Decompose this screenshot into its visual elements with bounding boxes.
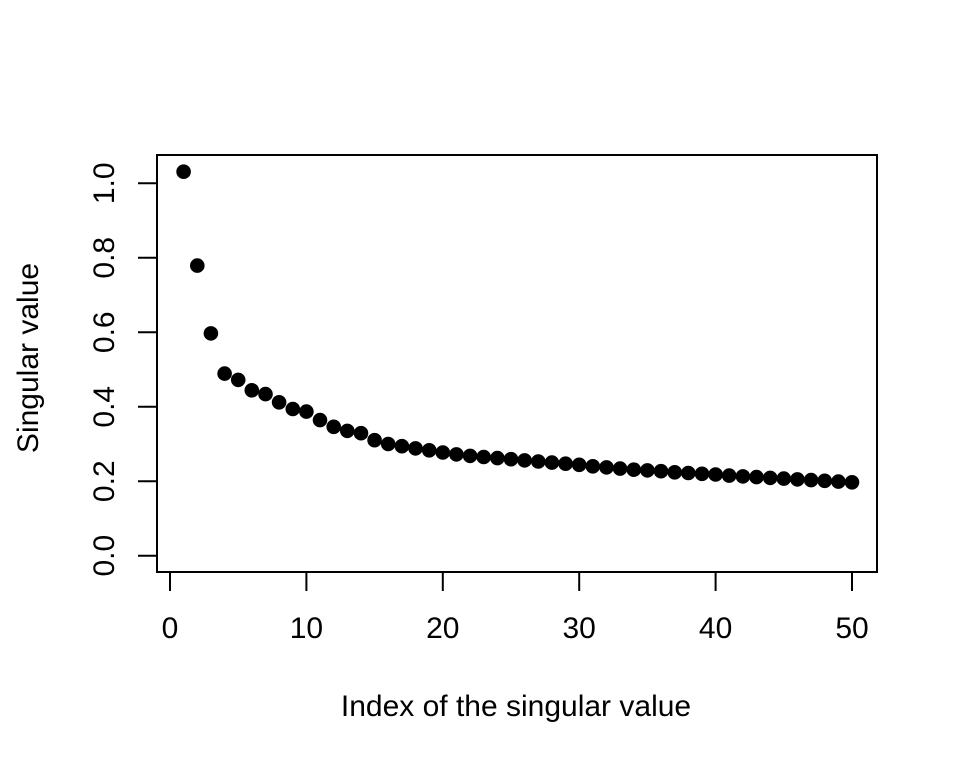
data-point [762,470,778,486]
y-tick-label: 0.0 [88,535,121,577]
data-point [490,450,505,466]
data-point [776,471,792,486]
plot-border [156,154,878,573]
data-point [230,372,246,388]
data-point [571,457,587,473]
data-point [803,472,819,488]
data-point [544,455,560,470]
y-axis-title: Singular value [12,263,45,453]
y-tick-label: 0.8 [88,237,121,279]
data-point [244,383,260,398]
data-point [176,164,191,179]
data-point [449,447,464,462]
data-point [353,425,369,441]
data-point [749,469,764,485]
data-point [462,448,478,464]
x-tick-label: 20 [426,612,459,645]
data-point [421,443,437,458]
data-point [503,451,519,467]
data-point [599,460,614,475]
data-point [735,469,751,484]
data-point [340,423,355,439]
data-point [653,463,669,479]
data-point [531,454,546,469]
data-point [585,459,601,474]
data-point [299,404,314,419]
y-axis: 0.0 0.2 0.4 0.6 0.8 1.0 [88,162,157,577]
data-point [380,436,396,452]
data-point [326,419,342,435]
x-axis: 0 10 20 30 40 50 [162,572,869,645]
y-tick-label: 0.6 [88,311,121,353]
data-point [640,463,655,478]
data-point [708,467,723,482]
data-point [694,466,710,482]
data-point [790,472,805,487]
data-point [367,432,382,448]
data-point [285,401,301,417]
data-point [435,445,451,460]
y-tick-label: 1.0 [88,162,121,204]
data-point [626,462,642,478]
data-point [190,258,205,273]
data-point [612,461,628,476]
data-point [312,412,328,428]
data-point [558,456,573,472]
y-tick-label: 0.2 [88,460,121,502]
data-point [258,386,273,402]
x-tick-label: 50 [835,612,868,645]
data-point [667,465,682,480]
data-point [517,453,532,468]
data-point [203,326,219,341]
data-point [408,441,423,456]
data-point [681,465,696,481]
data-point [831,474,846,489]
data-point [721,468,737,483]
data-points [176,164,860,490]
data-point [217,366,232,381]
x-tick-label: 40 [699,612,732,645]
x-axis-title: Index of the singular value [341,690,691,723]
data-point [271,395,287,410]
x-tick-label: 10 [290,612,323,645]
x-tick-label: 0 [162,612,179,645]
data-point [476,449,492,465]
data-point [817,473,832,489]
data-point [844,475,860,490]
data-point [394,438,410,454]
y-tick-label: 0.4 [88,386,121,428]
x-tick-label: 30 [563,612,596,645]
